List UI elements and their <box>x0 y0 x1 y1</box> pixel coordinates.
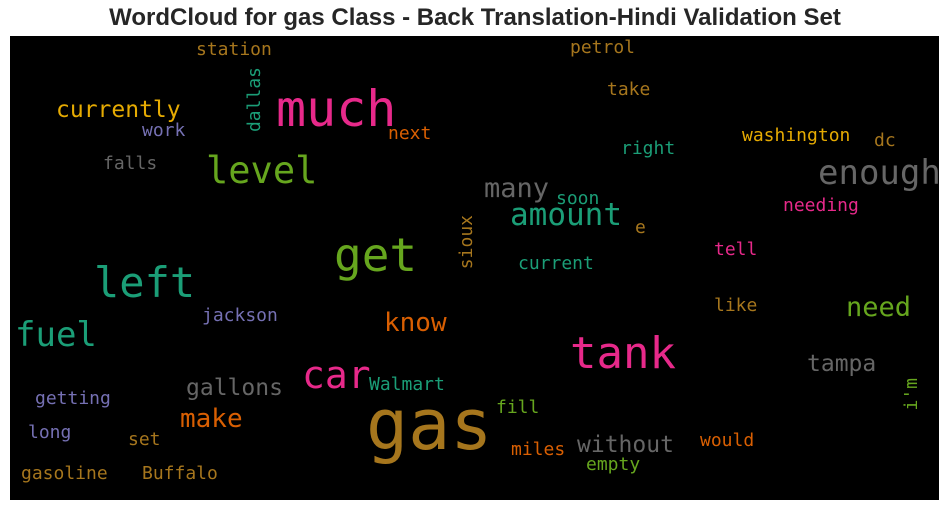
word-tank: tank <box>570 328 676 379</box>
word-gasoline: gasoline <box>21 463 108 484</box>
word-need: need <box>846 292 912 323</box>
word-sioux: sioux <box>456 215 477 270</box>
word-washington: washington <box>742 125 851 146</box>
word-walmart: Walmart <box>369 374 445 395</box>
word-miles: miles <box>511 439 566 460</box>
word-jackson: jackson <box>202 305 278 326</box>
word-take: take <box>607 79 651 100</box>
wordcloud-canvas: gas much tank left get car level fuel enough amou… <box>10 36 939 500</box>
word-car: car <box>302 353 371 397</box>
word-getting: getting <box>35 388 111 409</box>
word-would: would <box>700 430 755 451</box>
word-e: e <box>635 217 646 238</box>
word-make: make <box>180 404 243 434</box>
word-level: level <box>206 149 318 192</box>
word-station: station <box>196 39 272 60</box>
word-falls: falls <box>103 153 158 174</box>
word-buffalo: Buffalo <box>142 463 218 484</box>
word-needing: needing <box>783 195 859 216</box>
word-soon: soon <box>556 188 600 209</box>
word-dallas: dallas <box>244 67 265 133</box>
chart-title: WordCloud for gas Class - Back Translati… <box>109 4 841 31</box>
word-enough: enough <box>818 153 939 193</box>
word-fill: fill <box>496 397 540 418</box>
word-fuel: fuel <box>15 315 97 355</box>
word-get: get <box>334 228 418 282</box>
word-much: much <box>276 80 397 138</box>
word-current: current <box>518 253 594 274</box>
word-tampa: tampa <box>807 351 877 377</box>
word-next: next <box>388 123 432 144</box>
word-dc: dc <box>874 130 896 151</box>
word-gallons: gallons <box>186 375 283 401</box>
word-left: left <box>94 258 196 307</box>
word-petrol: petrol <box>570 37 636 58</box>
word-without: without <box>577 432 674 458</box>
word-set: set <box>128 429 161 450</box>
word-currently: currently <box>56 97 181 123</box>
word-gas: gas <box>366 384 493 466</box>
word-work: work <box>142 120 186 141</box>
word-like: like <box>714 295 758 316</box>
word-tell: tell <box>714 239 758 260</box>
word-long: long <box>28 422 72 443</box>
word-right: right <box>621 138 676 159</box>
word-empty: empty <box>586 454 641 475</box>
word-know: know <box>384 308 447 338</box>
word-amount: amount <box>510 197 622 233</box>
word-i-m: i'm <box>901 378 922 411</box>
word-many: many <box>484 173 550 204</box>
